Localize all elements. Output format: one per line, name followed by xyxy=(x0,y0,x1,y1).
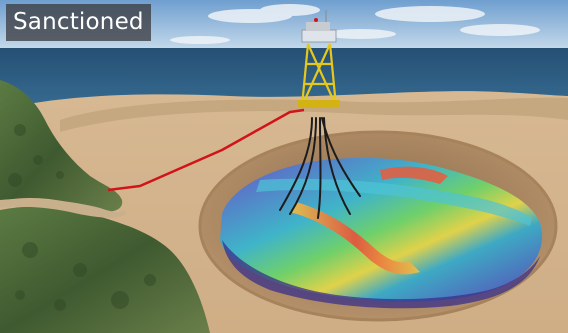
wells xyxy=(279,117,361,219)
reservoir-ridge xyxy=(290,202,420,275)
reservoir-band xyxy=(256,178,532,226)
coastline xyxy=(0,80,123,212)
clouds xyxy=(170,4,540,44)
status-label: Sanctioned xyxy=(6,4,151,41)
platform xyxy=(298,10,340,108)
reservoir-crest xyxy=(380,166,448,184)
reservoir-pit-rim xyxy=(198,130,558,322)
land-lower xyxy=(0,206,210,333)
land-texture xyxy=(8,124,156,311)
estuary xyxy=(0,198,126,218)
export-pipeline xyxy=(107,108,305,192)
seabed-shadow xyxy=(60,97,568,132)
reservoir-dark-edge xyxy=(222,240,540,309)
